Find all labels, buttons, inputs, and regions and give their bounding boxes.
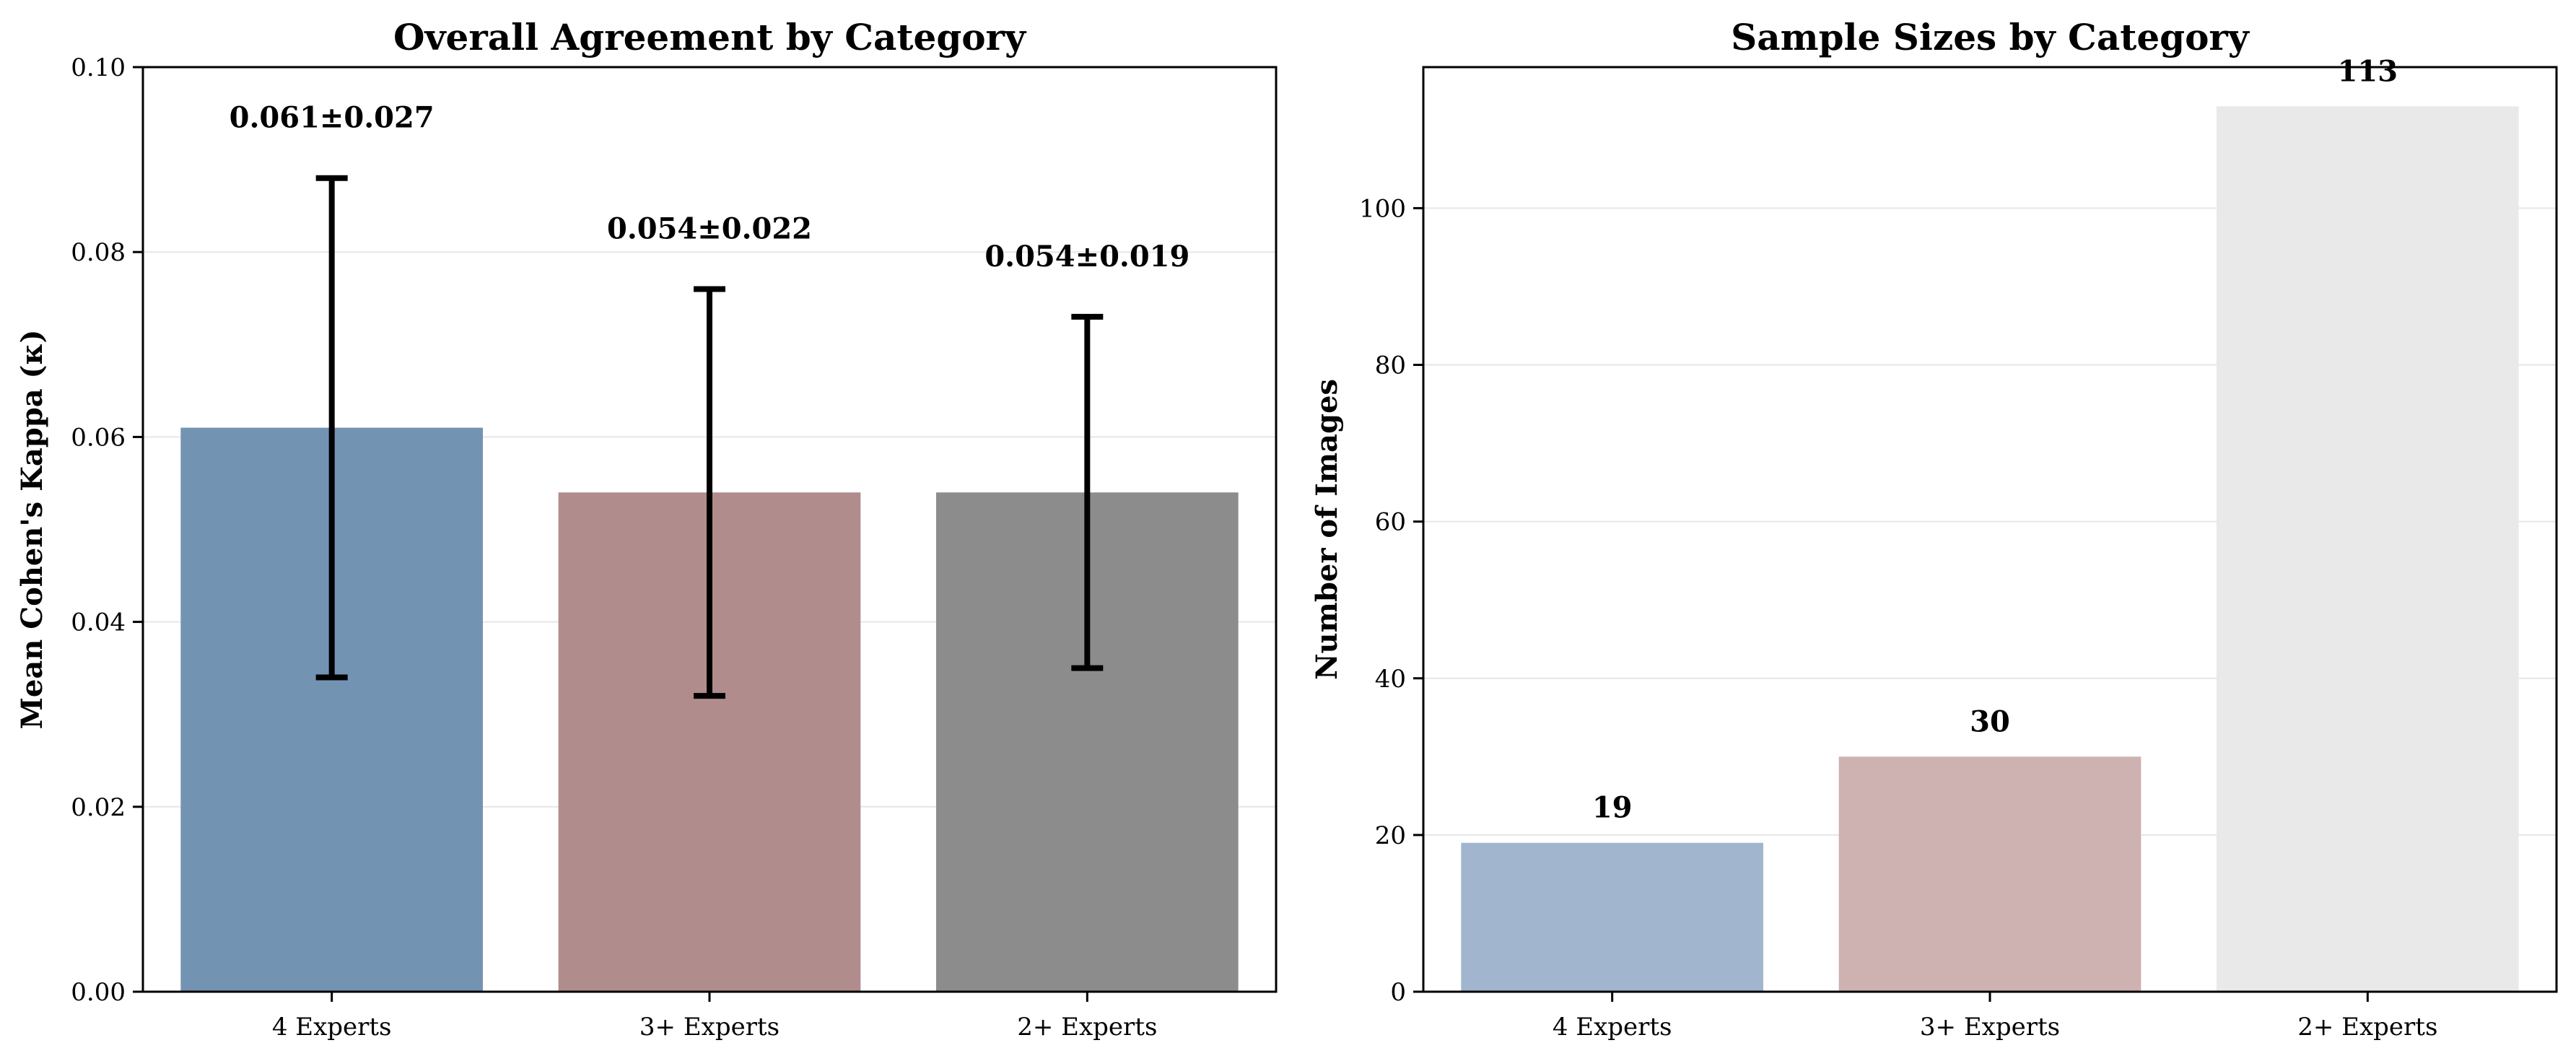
y-tick-label: 0.02 xyxy=(71,793,126,822)
y-tick-label: 20 xyxy=(1375,821,1406,850)
x-tick-label: 3+ Experts xyxy=(639,1013,780,1042)
data-label-1: 30 xyxy=(1970,704,2010,738)
y-axis-label: Number of Images xyxy=(1310,379,1344,680)
data-label-2: 0.054±0.019 xyxy=(984,240,1189,274)
data-label-2: 113 xyxy=(2338,54,2398,88)
y-axis-label: Mean Cohen's Kappa (κ) xyxy=(15,330,49,730)
data-label-1: 0.054±0.022 xyxy=(607,211,812,245)
y-tick-label: 60 xyxy=(1375,508,1406,537)
agreement-chart: 0.061±0.027 0.054±0.022 0.054±0.019 0.00 0.0… xyxy=(15,16,1278,1042)
y-tick-label: 100 xyxy=(1359,194,1406,223)
data-label-0: 0.061±0.027 xyxy=(230,101,435,135)
y-tick-label: 0.08 xyxy=(71,238,126,267)
x-tick-label: 3+ Experts xyxy=(1920,1013,2060,1042)
x-tick-label: 2+ Experts xyxy=(2297,1013,2437,1042)
y-tick-label: 0.06 xyxy=(71,423,126,452)
y-tick-label: 0.10 xyxy=(71,53,126,82)
bar-1 xyxy=(1838,756,2141,992)
x-tick-label: 4 Experts xyxy=(1553,1013,1672,1042)
sample-size-chart: 19 30 113 0 20 40 60 80 100 4 Experts 3+ Experts 2+… xyxy=(1310,16,2558,1042)
x-tick-label: 2+ Experts xyxy=(1017,1013,1157,1042)
data-label-0: 19 xyxy=(1592,791,1633,825)
y-tick-label: 0 xyxy=(1390,978,1406,1007)
y-tick-label: 80 xyxy=(1375,352,1406,380)
bar-2 xyxy=(2217,106,2519,992)
x-tick-label: 4 Experts xyxy=(272,1013,392,1042)
y-tick-label: 0.00 xyxy=(71,978,126,1007)
chart-title: Overall Agreement by Category xyxy=(393,16,1027,58)
bar-0 xyxy=(1461,842,1763,992)
chart-title: Sample Sizes by Category xyxy=(1731,16,2250,58)
y-tick-label: 40 xyxy=(1375,665,1406,694)
y-tick-label: 0.04 xyxy=(71,608,126,637)
